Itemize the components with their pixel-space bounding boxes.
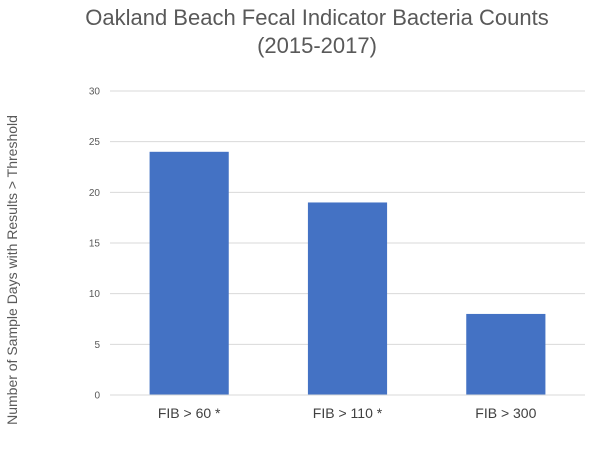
bar xyxy=(149,151,229,395)
y-tick-label: 5 xyxy=(94,340,100,351)
bar xyxy=(466,313,546,395)
y-tick-label: 15 xyxy=(89,239,101,250)
y-tick-label: 20 xyxy=(89,188,101,199)
chart-title-line-1: Oakland Beach Fecal Indicator Bacteria C… xyxy=(85,5,548,30)
x-tick-labels: FIB > 60 * FIB > 110 * FIB > 300 xyxy=(158,405,537,421)
y-tick-label: 25 xyxy=(89,137,101,148)
chart-title-line-2: (2015-2017) xyxy=(257,33,377,58)
y-axis-label: Number of Sample Days with Results > Thr… xyxy=(4,115,20,425)
x-tick-label: FIB > 110 * xyxy=(313,405,383,421)
y-tick-label: 10 xyxy=(89,289,101,300)
y-tick-labels: 0 5 10 15 20 25 30 xyxy=(89,87,101,402)
bars xyxy=(149,151,546,395)
y-tick-label: 0 xyxy=(94,391,100,402)
y-tick-label: 30 xyxy=(89,87,101,98)
x-tick-label: FIB > 300 xyxy=(475,405,536,421)
bar xyxy=(307,202,388,395)
x-tick-label: FIB > 60 * xyxy=(158,405,221,421)
